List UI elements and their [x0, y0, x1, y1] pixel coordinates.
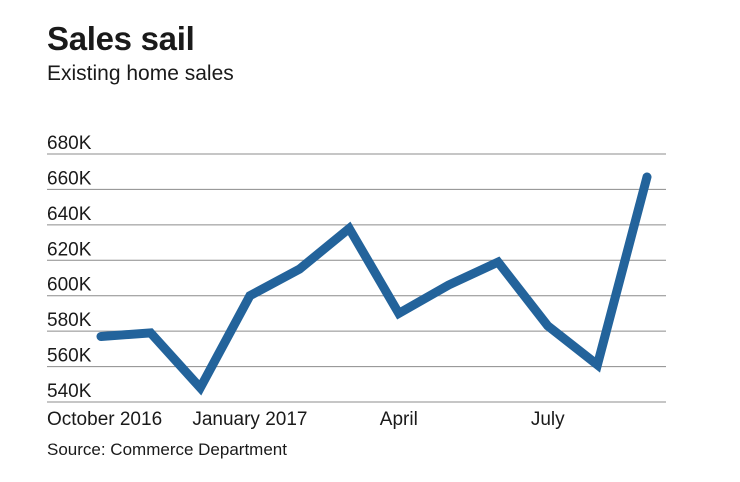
- x-tick-label: July: [531, 409, 565, 430]
- chart-title: Sales sail: [47, 20, 195, 57]
- y-tick-label: 560K: [47, 346, 92, 367]
- x-tick-label: October 2016: [47, 409, 162, 430]
- chart-subtitle: Existing home sales: [47, 62, 234, 85]
- y-tick-label: 660K: [47, 168, 92, 189]
- y-tick-label: 620K: [47, 239, 92, 260]
- x-tick-label: January 2017: [192, 409, 307, 430]
- y-tick-label: 640K: [47, 204, 92, 225]
- series-line: [96, 172, 652, 396]
- y-tick-label: 680K: [47, 133, 92, 154]
- y-tick-label: 580K: [47, 310, 92, 331]
- y-tick-label: 540K: [47, 381, 92, 402]
- y-tick-label: 600K: [47, 275, 92, 296]
- source-note: Source: Commerce Department: [47, 440, 287, 459]
- x-tick-label: April: [380, 409, 418, 430]
